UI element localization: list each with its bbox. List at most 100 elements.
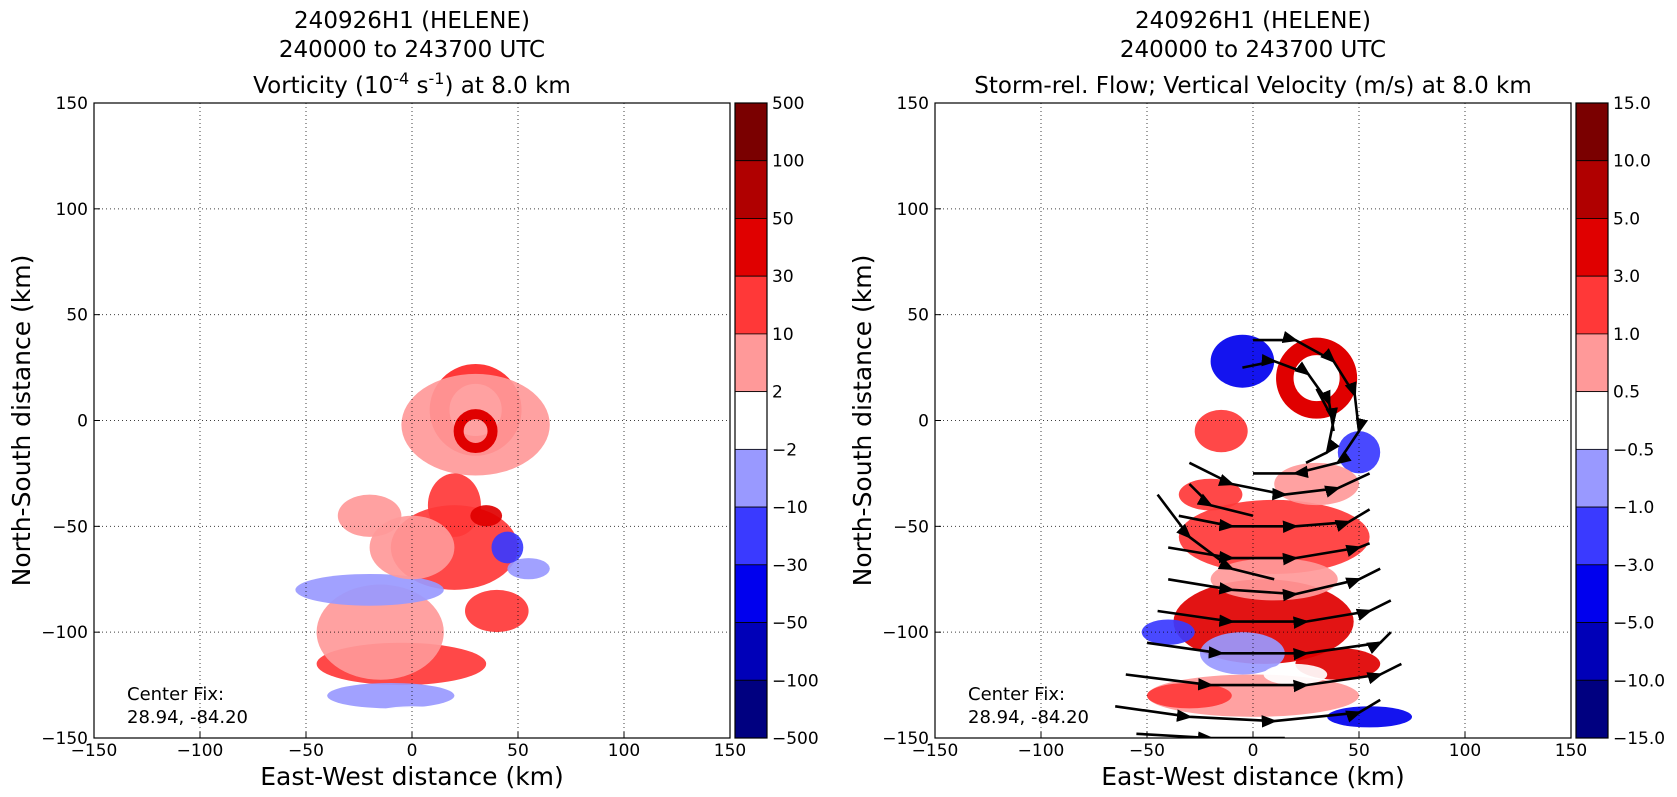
y-tick-label: 100: [897, 200, 929, 220]
colorbar-tick-label: −50: [772, 614, 808, 634]
colorbar-tick-label: 500: [772, 94, 804, 114]
y-tick-label: 100: [56, 200, 88, 220]
x-tick-label: 0: [407, 741, 418, 761]
y-tick-label: −50: [893, 517, 929, 537]
y-tick-label: 150: [897, 94, 929, 114]
colorbar-segment: [734, 506, 768, 566]
streamline-10: [1136, 731, 1285, 738]
x-tick-label: 100: [608, 741, 640, 761]
streamline-6: [1157, 599, 1392, 629]
x-tick-label: −50: [288, 741, 324, 761]
colorbar-segment: [1575, 391, 1609, 450]
field-blob-1: [401, 373, 550, 476]
y-tick-label: −100: [41, 623, 88, 643]
y-axis-label: North-South distance (km): [848, 255, 877, 587]
y-tick-label: −150: [882, 729, 929, 749]
colorbar-tick-label: −10: [772, 498, 808, 518]
colorbar-segment: [734, 102, 768, 162]
colorbar-segment: [734, 218, 768, 277]
x-tick-label: −100: [177, 741, 224, 761]
y-tick-label: 50: [66, 306, 88, 326]
field-blob-7: [295, 573, 444, 606]
colorbar-tick-label: −500: [772, 729, 819, 749]
colorbar-frame: [734, 102, 768, 739]
chart-subtitle: Storm-rel. Flow; Vertical Velocity (m/s)…: [974, 73, 1532, 99]
streamline-2: [1188, 461, 1371, 501]
colorbar-tick-label: −15.0: [1613, 729, 1665, 749]
colorbar-segment: [1575, 160, 1609, 219]
field-blob-7: [1327, 706, 1412, 728]
center-fix-value: 28.94, -84.20: [127, 707, 248, 728]
y-tick-label: −50: [52, 517, 88, 537]
colorbar-tick-label: 2: [772, 383, 783, 403]
y-tick-label: −150: [41, 729, 88, 749]
y-axis-label: North-South distance (km): [7, 255, 36, 587]
streamline-5: [1167, 567, 1381, 602]
chart-title-line-1: 240926H1 (HELENE): [294, 8, 530, 34]
colorbar-segment: [1575, 506, 1609, 566]
subtitle-exponent-1: -4: [393, 69, 409, 88]
field-ring-2: [453, 409, 498, 454]
colorbar-frame: [1575, 102, 1609, 739]
colorbar-segment: [734, 448, 768, 508]
x-axis-label: East-West distance (km): [260, 762, 564, 791]
colorbar-tick-label: −1.0: [1613, 498, 1654, 518]
streamline-11: [1156, 493, 1275, 581]
colorbar-segment: [1575, 102, 1609, 162]
x-tick-label: −150: [912, 741, 959, 761]
streamline-12: [1188, 483, 1254, 518]
field-blob-15: [1263, 663, 1328, 686]
x-tick-label: 50: [507, 741, 529, 761]
y-tick-label: 50: [907, 306, 929, 326]
colorbar-tick-label: 10.0: [1613, 152, 1651, 172]
field-blob-15: [369, 706, 455, 728]
colorbar-segment: [1575, 218, 1609, 277]
chart-title-line-1: 240926H1 (HELENE): [1135, 8, 1371, 34]
x-tick-label: 100: [1449, 741, 1481, 761]
field-blob-8: [427, 473, 481, 537]
colorbar-tick-label: 5.0: [1613, 209, 1640, 229]
streamline-0: [1253, 330, 1368, 479]
colorbar-segment: [734, 391, 768, 450]
colorbar-tick-label: −100: [772, 671, 819, 691]
subtitle-pre: Storm-rel. Flow; Vertical Velocity (m/s)…: [974, 73, 1532, 99]
chart-title-line-2: 240000 to 243700 UTC: [1120, 37, 1386, 63]
y-tick-label: 0: [77, 412, 88, 432]
y-tick-label: 150: [56, 94, 88, 114]
field-blob-14: [327, 682, 455, 709]
colorbar-segment: [1575, 622, 1609, 681]
field-blob-0: [1210, 334, 1275, 388]
colorbar-tick-label: −3.0: [1613, 556, 1654, 576]
streamline-7: [1146, 631, 1392, 661]
colorbar-tick-label: 0.5: [1613, 383, 1640, 403]
colorbar-segment: [734, 275, 768, 335]
colorbar-segment: [1575, 333, 1609, 393]
x-tick-label: 150: [1555, 741, 1587, 761]
colorbar-tick-label: −5.0: [1613, 614, 1654, 634]
colorbar-segment: [1575, 564, 1609, 623]
y-tick-label: −100: [882, 623, 929, 643]
field-blob-10: [1141, 619, 1195, 645]
colorbar-tick-label: −10.0: [1613, 671, 1665, 691]
colorbar-segment: [734, 160, 768, 219]
colorbar-tick-label: 3.0: [1613, 267, 1640, 287]
field-blob-14: [1147, 682, 1232, 709]
center-fix-label: Center Fix:: [968, 684, 1065, 705]
colorbar-segment: [734, 564, 768, 623]
colorbar-segment: [1575, 448, 1609, 508]
chart-panel-2: −150 −100 −50 0 50 100 150 −150 −100 −50 0 50 100 150…: [848, 8, 1665, 791]
x-tick-label: −150: [71, 741, 118, 761]
colorbar-segment: [734, 333, 768, 393]
colorbar-tick-label: 100: [772, 152, 804, 172]
colorbar-segment: [734, 679, 768, 739]
subtitle-exponent-2: -1: [429, 69, 445, 88]
colorbar-segment: [734, 622, 768, 681]
center-fix-label: Center Fix:: [127, 684, 224, 705]
chart-panel-1: −150 −100 −50 0 50 100 150−150−100−50050100150…: [7, 8, 819, 791]
colorbar-tick-label: −2: [772, 440, 797, 460]
subtitle-pre: Vorticity (10: [253, 73, 393, 99]
colorbar-tick-label: 1.0: [1613, 325, 1640, 345]
colorbar-tick-label: −30: [772, 556, 808, 576]
subtitle-post: ) at 8.0 km: [444, 73, 570, 99]
